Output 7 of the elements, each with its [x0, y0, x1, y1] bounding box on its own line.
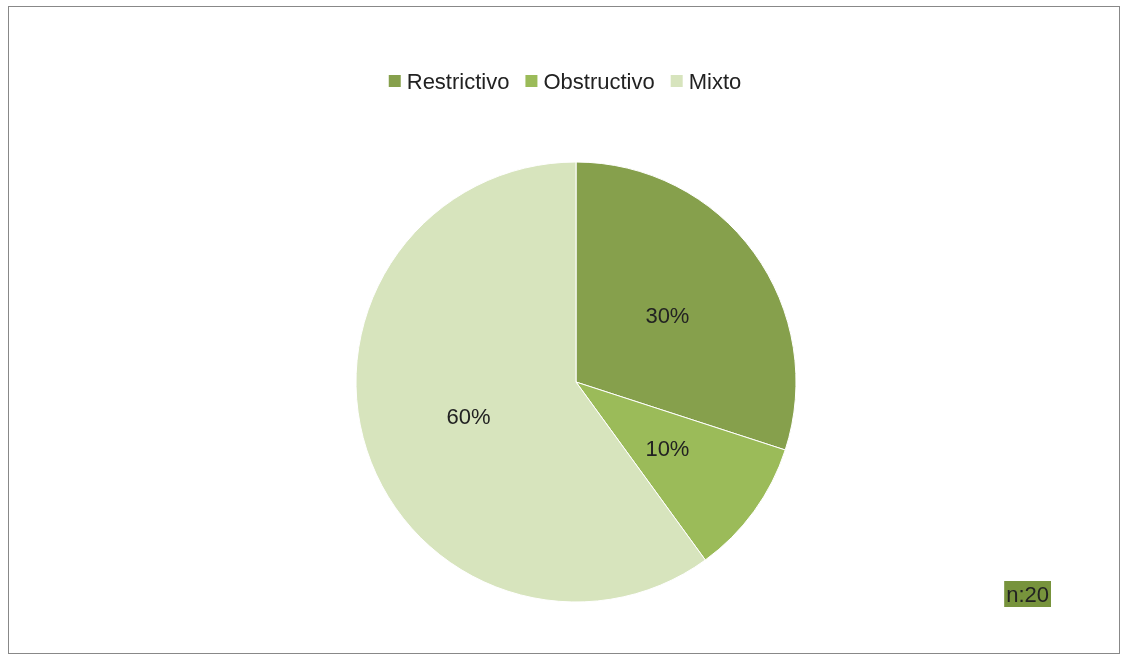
- data-label: 30%: [645, 303, 690, 329]
- legend-label: Obstructivo: [543, 68, 655, 94]
- data-label: 10%: [645, 435, 690, 461]
- legend-label: Restrictivo: [406, 68, 510, 94]
- data-label: 60%: [446, 404, 491, 430]
- text: n:20: [1006, 581, 1050, 607]
- legend-label: Mixto: [688, 68, 742, 94]
